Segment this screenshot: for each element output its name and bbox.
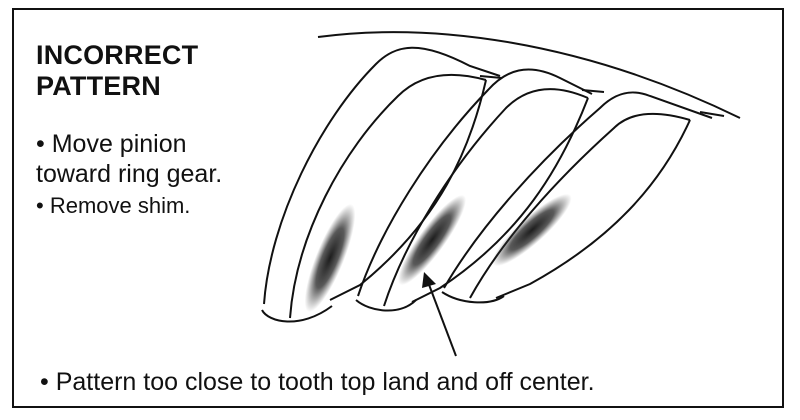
correction-steps: • Move pinion toward ring gear. • Remove… (36, 129, 222, 223)
title-line-2: PATTERN (36, 71, 161, 101)
step-move-pinion-line-2: toward ring gear. (36, 160, 223, 188)
step-remove-shim-line: • Remove shim. (36, 191, 222, 221)
pattern-description-text: Pattern too close to tooth top land and … (55, 368, 595, 396)
title-line-1: INCORRECT (36, 40, 199, 70)
pointer-arrowhead (422, 272, 436, 288)
diagram-frame (12, 8, 784, 408)
contact-pattern-2 (398, 194, 466, 286)
diagram-title: INCORRECT PATTERN (36, 40, 198, 102)
pattern-description: • Pattern too close to tooth top land an… (40, 367, 595, 397)
gear-tooth-2 (355, 68, 605, 312)
gear-tooth-1 (261, 46, 503, 323)
bullet: • (36, 193, 44, 218)
ring-gear-outer-edge (317, 31, 741, 119)
step-text: Remove shim. (49, 193, 191, 218)
gear-tooth-3 (441, 91, 725, 304)
step-move-pinion: • Move pinion toward ring gear. (36, 129, 222, 189)
contact-pattern-3 (492, 193, 572, 267)
pointer-line (427, 281, 457, 357)
contact-pattern-1 (304, 203, 356, 313)
bullet: • (40, 368, 49, 396)
step-text: Move pinion (51, 130, 187, 158)
step-remove-shim: • Remove shim. (36, 191, 222, 221)
step-move-pinion-line-1: • Move pinion (36, 129, 222, 159)
bullet: • (36, 130, 45, 158)
